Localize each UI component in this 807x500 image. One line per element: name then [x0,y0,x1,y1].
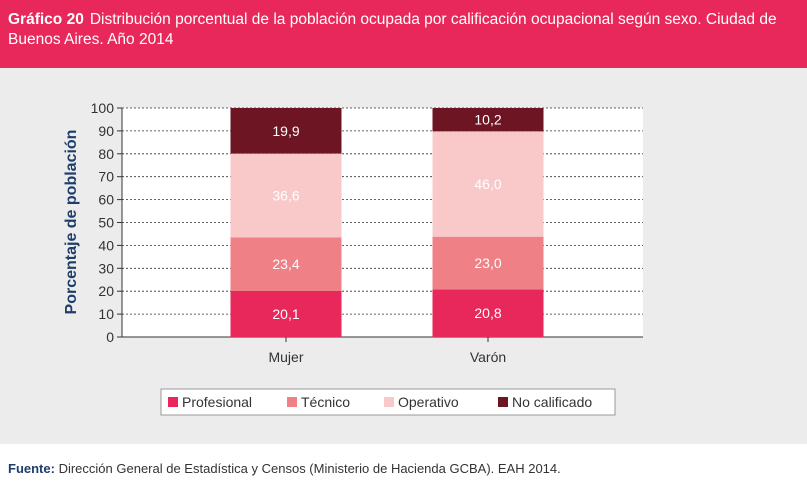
y-tick-label: 0 [106,329,114,345]
bar-técnico-mujer [230,237,342,291]
data-label: 20,8 [474,305,501,321]
y-tick-label: 60 [98,192,114,208]
figure-label: Gráfico 20 [8,11,84,28]
y-tick-label: 40 [98,237,114,253]
data-label: 20,1 [272,306,299,322]
bar-profesional-mujer [230,290,342,337]
y-tick-label: 70 [98,169,114,185]
source-label: Fuente: [8,461,55,476]
bar-no-calificado-mujer [230,108,342,154]
y-tick-label: 80 [98,146,114,162]
data-label: 10,2 [474,112,501,128]
bar-operativo-varón [432,131,544,237]
legend-swatch [168,397,178,407]
bar-profesional-varón [432,289,544,337]
data-label: 46,0 [474,176,501,192]
bar-técnico-varón [432,236,544,290]
data-label: 23,0 [474,255,501,271]
data-label: 36,6 [272,187,299,203]
y-tick-label: 100 [91,100,115,116]
y-tick-label: 90 [98,123,114,139]
source-note: Fuente: Dirección General de Estadística… [8,461,561,476]
legend-swatch [498,397,508,407]
legend-swatch [287,397,297,407]
legend-label: Profesional [182,394,252,410]
legend-swatch [384,397,394,407]
y-tick-label: 10 [98,306,114,322]
source-text: Dirección General de Estadística y Censo… [58,461,561,476]
chart-title: Distribución porcentual de la población … [8,11,777,48]
chart-header: Gráfico 20 Distribución porcentual de la … [0,0,807,68]
y-tick-label: 20 [98,283,114,299]
data-label: 19,9 [272,123,299,139]
data-label: 23,4 [272,256,299,272]
bar-operativo-mujer [230,153,342,238]
y-axis-label: Porcentaje de población [63,130,80,315]
x-tick-label: Varón [470,349,506,365]
bar-no-calificado-varón [432,108,544,132]
stacked-bar-chart: 0 10 20 30 40 50 60 70 80 90 100 Porcentaje de pobl… [63,100,643,416]
legend-label: No calificado [512,394,592,410]
y-tick-label: 50 [98,215,114,231]
legend-label: Operativo [398,394,459,410]
legend-label: Técnico [301,394,350,410]
x-tick-label: Mujer [268,349,303,365]
y-tick-label: 30 [98,260,114,276]
